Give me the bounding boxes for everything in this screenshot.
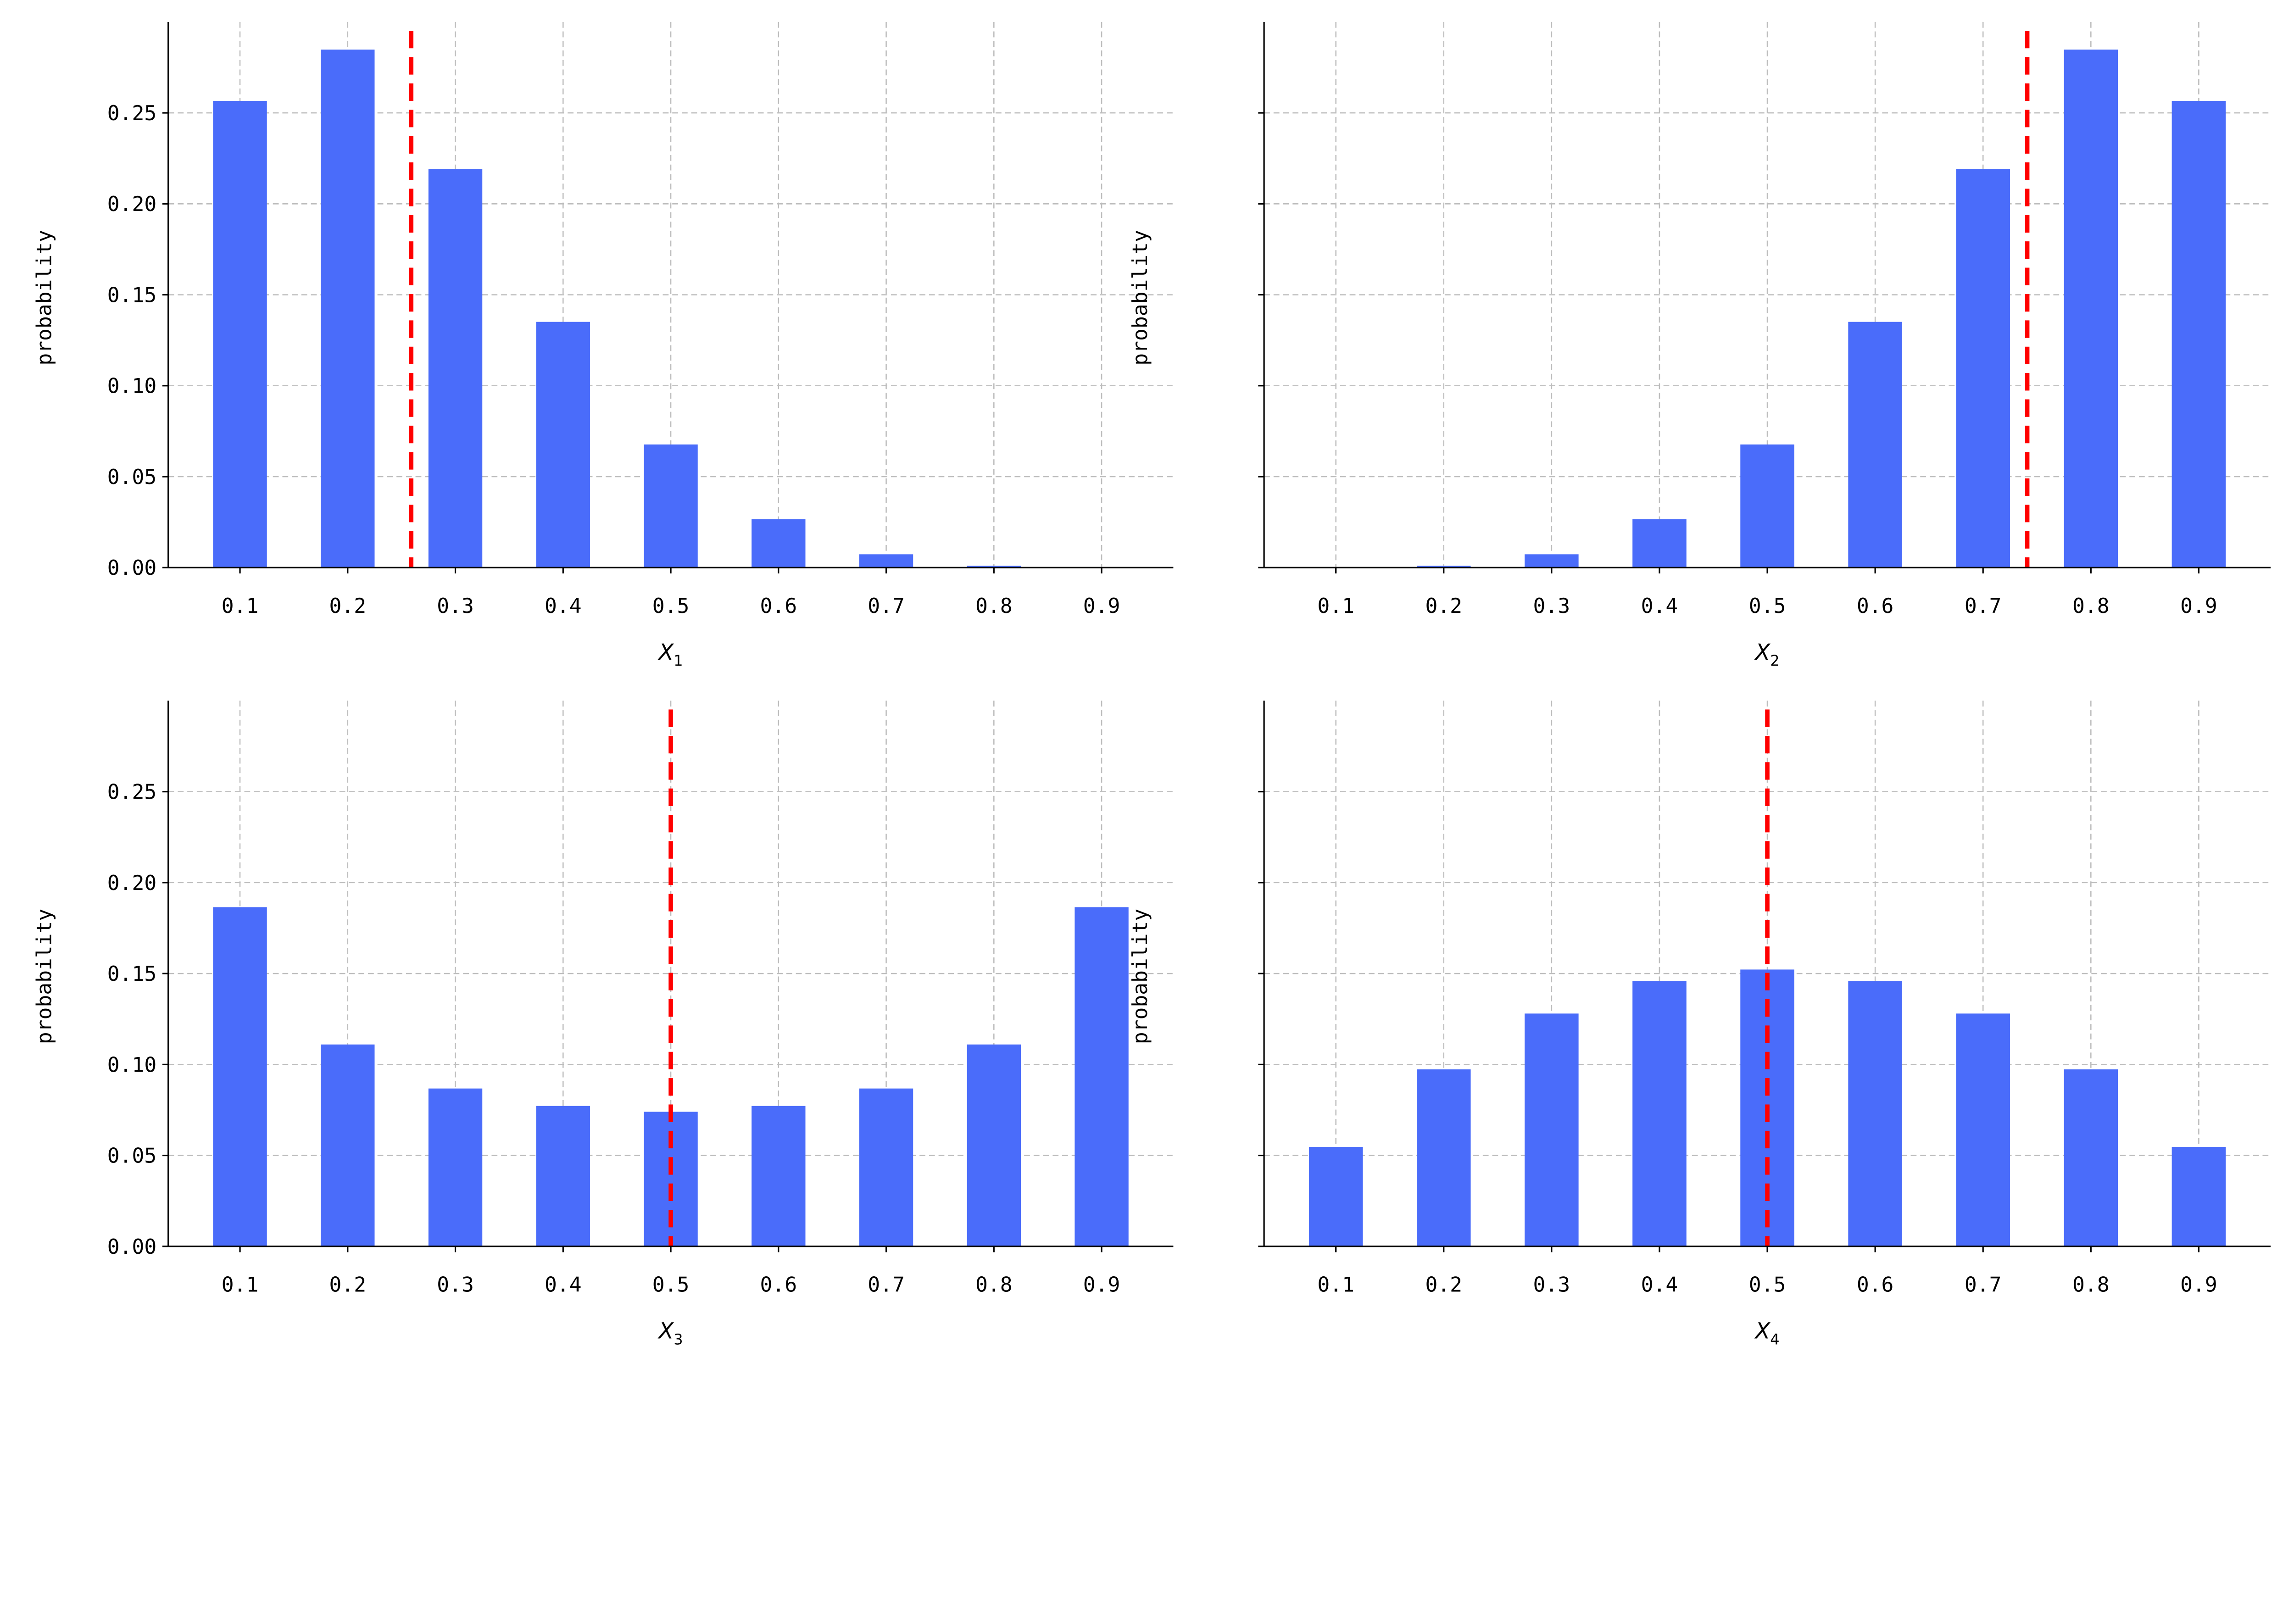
x-tick-label: 0.3: [1533, 1273, 1570, 1297]
x-tick-label: 0.3: [437, 594, 474, 618]
x-tick-label: 0.2: [329, 1273, 366, 1297]
y-tick-label: 0.00: [107, 556, 156, 580]
y-tick-label: 0.20: [107, 192, 156, 216]
x-tick-label: 0.8: [975, 1273, 1013, 1297]
x-tick-label: 0.1: [222, 594, 259, 618]
bar-0.7: [859, 554, 913, 568]
bar-0.1: [213, 907, 267, 1246]
y-axis-label: probability: [1128, 909, 1152, 1045]
x-axis-label-subscript: 4: [1770, 1330, 1779, 1348]
bar-0.4: [536, 322, 590, 568]
x-axis-label: X1: [657, 640, 683, 669]
x-tick-label: 0.7: [868, 594, 905, 618]
x-tick-label: 0.6: [1857, 594, 1894, 618]
figure: 0.000.050.100.150.200.250.1 0.2 0.3 0.4 0.5 0…: [33, 22, 2271, 1348]
subplot-3: 0.00 0.05 0.10 0.15 0.20 0.25 0.1 0.2 0.3 0.4 0.5 0…: [33, 701, 1174, 1348]
x-tick-label: 0.6: [760, 1273, 797, 1297]
x-tick-label: 0.9: [1083, 594, 1120, 618]
x-tick-label: 0.4: [545, 594, 582, 618]
x-tick-label: 0.9: [2180, 594, 2217, 618]
x-tick-label: 0.9: [2180, 1273, 2217, 1297]
x-tick-label: 0.9: [1083, 1273, 1120, 1297]
x-axis-label-subscript: 2: [1770, 652, 1779, 669]
bar-0.1: [1308, 1146, 1363, 1246]
x-tick-label: 0.2: [1425, 1273, 1462, 1297]
x-tick-label: 0.8: [2072, 594, 2110, 618]
bar-0.3: [1525, 554, 1579, 568]
bar-0.4: [1632, 981, 1687, 1246]
bar-0.9: [2172, 1146, 2226, 1246]
bar-0.2: [1416, 1069, 1471, 1246]
y-tick-label: 0.20: [107, 871, 156, 895]
bar-0.8: [967, 566, 1021, 568]
x-tick-label: 0.4: [1641, 1273, 1678, 1297]
x-tick-label: 0.5: [1749, 1273, 1786, 1297]
x-axis-label: X4: [1754, 1319, 1780, 1348]
x-tick-label: 0.6: [1857, 1273, 1894, 1297]
bar-0.4: [536, 1106, 590, 1246]
x-tick-label: 0.8: [975, 594, 1013, 618]
y-tick-label: 0.00: [107, 1235, 156, 1259]
bar-0.6: [752, 1106, 806, 1246]
x-tick-label: 0.7: [1965, 594, 2002, 618]
bar-0.8: [2064, 50, 2118, 568]
x-axis-label-subscript: 1: [674, 652, 683, 669]
y-tick-label: 0.05: [107, 465, 156, 489]
bar-0.7: [1956, 1013, 2010, 1246]
y-tick-label: 0.25: [107, 101, 156, 125]
y-axis-label: probability: [33, 909, 56, 1045]
subplot-2: 0.1 0.2 0.3 0.4 0.5 0.6 0.7 0.8 0.9 X2 probability: [1128, 22, 2271, 669]
bar-0.8: [2064, 1069, 2118, 1246]
y-tick-label: 0.15: [107, 283, 156, 307]
x-tick-label: 0.2: [329, 594, 366, 618]
bar-0.9: [2172, 100, 2226, 568]
x-tick-label: 0.4: [1641, 594, 1678, 618]
y-axis-label: probability: [1128, 230, 1152, 366]
y-tick-label: 0.10: [107, 1053, 156, 1077]
bar-0.8: [967, 1044, 1021, 1246]
y-axis-label: probability: [33, 230, 56, 366]
bar-0.6: [1848, 322, 1902, 568]
x-axis-label: X3: [657, 1319, 683, 1348]
x-tick-label: 0.3: [1533, 594, 1570, 618]
bar-0.1: [213, 100, 267, 568]
bar-0.2: [321, 50, 375, 568]
x-tick-label: 0.8: [2072, 1273, 2110, 1297]
x-axis-label-subscript: 3: [674, 1330, 683, 1348]
x-tick-label: 0.3: [437, 1273, 474, 1297]
bar-0.5: [644, 444, 698, 568]
x-tick-label: 0.1: [1317, 1273, 1354, 1297]
bar-0.4: [1632, 519, 1687, 568]
bar-0.3: [428, 1088, 483, 1246]
bar-0.3: [428, 169, 483, 568]
x-axis-label: X2: [1754, 640, 1780, 669]
bar-0.3: [1525, 1013, 1579, 1246]
bar-0.7: [1956, 169, 2010, 568]
x-tick-label: 0.7: [1965, 1273, 2002, 1297]
bar-0.2: [321, 1044, 375, 1246]
y-tick-label: 0.15: [107, 962, 156, 986]
bar-0.6: [1848, 981, 1902, 1246]
bar-0.6: [752, 519, 806, 568]
x-tick-label: 0.4: [545, 1273, 582, 1297]
x-tick-label: 0.5: [652, 1273, 690, 1297]
bar-0.5: [1740, 444, 1794, 568]
x-tick-label: 0.5: [1749, 594, 1786, 618]
bar-0.9: [1075, 907, 1129, 1246]
subplot-4: 0.1 0.2 0.3 0.4 0.5 0.6 0.7 0.8 0.9 X4 probability: [1128, 701, 2271, 1348]
bar-0.7: [859, 1088, 913, 1246]
x-tick-label: 0.1: [222, 1273, 259, 1297]
x-tick-label: 0.6: [760, 594, 797, 618]
subplot-1: 0.00 0.05 0.10 0.15 0.20 0.25 0.1 0.2 0.3 0.4 0.5 0…: [33, 22, 1174, 669]
x-tick-label: 0.1: [1317, 594, 1354, 618]
y-tick-label: 0.25: [107, 780, 156, 804]
bar-0.2: [1416, 566, 1471, 568]
y-tick-label: 0.10: [107, 374, 156, 398]
x-tick-label: 0.7: [868, 1273, 905, 1297]
x-tick-label: 0.5: [652, 594, 690, 618]
y-tick-label: 0.05: [107, 1144, 156, 1168]
x-tick-label: 0.2: [1425, 594, 1462, 618]
